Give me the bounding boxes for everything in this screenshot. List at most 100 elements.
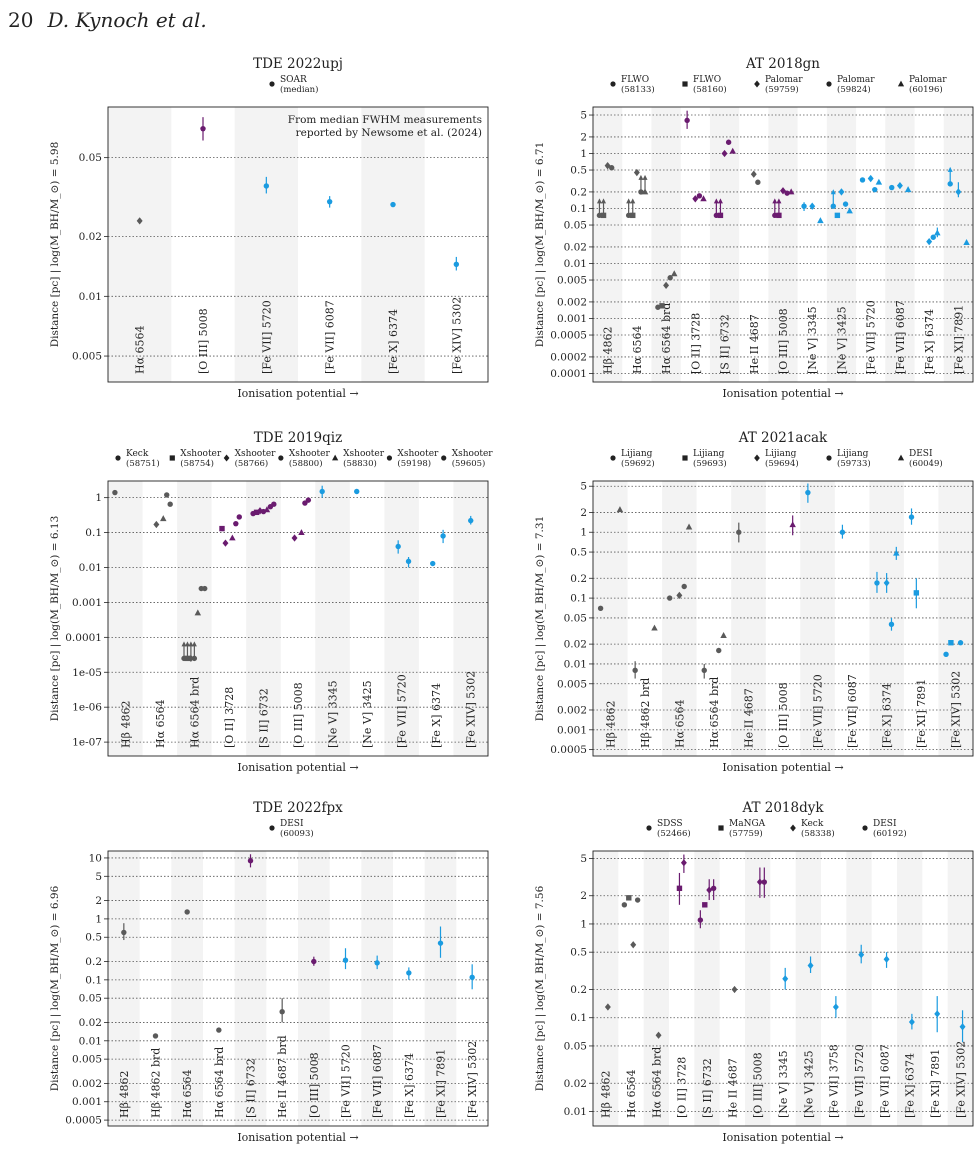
data-point: [671, 270, 678, 277]
chart-tde-2019qiz: TDE 2019qizKeck(58751)Xshooter(58754)Xsh…: [49, 430, 493, 774]
data-point: [782, 975, 789, 983]
limit-arrowhead: [601, 198, 607, 204]
y-tick-label: 0.1: [85, 974, 102, 986]
data-point: [406, 970, 412, 976]
legend-sublabel: (52466): [657, 828, 691, 839]
y-tick-label: 0.0005: [65, 1115, 102, 1127]
data-point: [846, 207, 853, 214]
emission-line-label: [Fe X] 6374: [904, 1053, 917, 1118]
data-point: [319, 488, 325, 495]
legend-marker: [441, 455, 447, 461]
emission-line-label: [Fe XI] 7891: [915, 679, 928, 748]
y-axis-label: Distance [pc] | log(M_BH/M_⊙) = 7.56: [534, 885, 547, 1091]
y-tick-label: 0.001: [72, 597, 102, 609]
data-point: [817, 217, 824, 224]
data-point: [681, 583, 687, 590]
data-point: [229, 534, 236, 541]
y-tick-label: 0.2: [570, 984, 587, 996]
data-point: [908, 514, 915, 520]
emission-line-label: [S II] 6732: [245, 1058, 258, 1118]
annotation-text: From median FWHM measurements: [288, 114, 482, 126]
emission-line-label: [Ne V] 3425: [361, 680, 374, 748]
column-band: [246, 481, 281, 756]
data-point: [716, 647, 722, 654]
y-tick-label: 1: [95, 913, 102, 925]
legend-marker: [826, 81, 832, 87]
data-point: [342, 957, 349, 963]
emission-line-label: [Fe XIV] 5302: [465, 671, 478, 748]
legend-sublabel: (59605): [452, 458, 486, 469]
plot-frame: [592, 480, 974, 757]
data-point: [913, 590, 920, 596]
legend-sublabel: (59693): [693, 458, 727, 469]
data-point: [787, 188, 795, 195]
y-tick-label: 0.01: [564, 658, 587, 670]
data-point: [839, 529, 846, 535]
legend-sublabel: (59733): [837, 458, 871, 469]
y-tick-label: 0.05: [564, 1040, 587, 1052]
data-point: [930, 234, 936, 240]
data-point: [298, 529, 305, 536]
data-point: [233, 520, 239, 527]
data-point: [867, 174, 874, 183]
data-point: [883, 579, 890, 587]
column-band: [593, 851, 619, 1126]
y-tick-label: 0.005: [72, 1054, 102, 1066]
emission-line-label: [O II] 3728: [223, 687, 236, 748]
data-point: [697, 917, 704, 923]
legend-label: Keck: [801, 819, 824, 829]
chart-title: AT 2021acak: [738, 430, 828, 446]
legend-marker: [332, 454, 339, 461]
emission-line-label: [Fe XIV] 5302: [450, 297, 463, 374]
y-tick-label: 0.001: [557, 724, 587, 736]
data-point: [216, 1027, 222, 1033]
legend-label: DESI: [280, 819, 304, 829]
y-tick-label: 0.01: [79, 291, 102, 303]
emission-line-label: [Fe XIV] 5302: [954, 1041, 967, 1118]
data-point: [676, 885, 683, 892]
column-band: [234, 107, 298, 382]
data-point: [838, 188, 845, 196]
legend-marker: [269, 825, 275, 831]
y-axis-label: Distance [pc] | log(M_BH/M_⊙) = 7.31: [534, 516, 547, 722]
data-point: [736, 529, 742, 535]
limit-arrowhead: [626, 198, 632, 204]
data-point: [761, 879, 768, 885]
data-points: [121, 854, 475, 1039]
chart-title: AT 2018gn: [745, 56, 820, 72]
emission-line-label: [Fe VII] 3758: [828, 1044, 841, 1118]
data-point: [934, 1010, 941, 1018]
data-point: [121, 929, 127, 936]
limit-arrowhead: [188, 641, 194, 647]
data-point: [659, 303, 665, 309]
emission-line-label: Hβ 4862: [604, 701, 617, 748]
y-tick-label: 0.005: [557, 275, 587, 287]
data-point: [604, 1003, 611, 1011]
data-point: [926, 237, 933, 246]
data-point: [184, 655, 191, 662]
data-point: [596, 212, 603, 219]
limit-arrowhead: [772, 198, 778, 204]
legend-label: Xshooter: [397, 449, 439, 459]
chart-tde-2022upj: TDE 2022upj SOAR(median) 0.005 0.01 0.02 0.05…: [49, 56, 489, 400]
y-tick-label: 1e-07: [72, 737, 102, 749]
emission-line-label: [O III] 5008: [308, 1052, 321, 1118]
data-points: [112, 485, 474, 663]
y-tick-label: 1: [580, 148, 587, 160]
legend-sublabel: (58133): [621, 84, 655, 95]
x-axis-label: Ionisation potential →: [237, 387, 358, 400]
column-band: [298, 851, 330, 1126]
y-tick-label: 0.02: [79, 231, 102, 243]
y-axis-label: Distance [pc] | log(M_BH/M_⊙) = 5.98: [49, 142, 62, 348]
limit-arrowhead: [596, 198, 602, 204]
legend-marker: [646, 825, 652, 831]
emission-line-label: [S II] 6732: [719, 314, 732, 374]
data-point: [713, 212, 720, 219]
legend-marker: [682, 81, 688, 87]
chart-at-2018gn: AT 2018gnFLWO(58133)FLWO(58160)Palomar(5…: [534, 56, 974, 400]
legend-sublabel: (58830): [343, 458, 377, 469]
data-point: [789, 521, 796, 528]
legend-sublabel: (57759): [729, 828, 763, 839]
x-axis-label: Ionisation potential →: [237, 761, 358, 774]
data-point: [955, 188, 962, 196]
